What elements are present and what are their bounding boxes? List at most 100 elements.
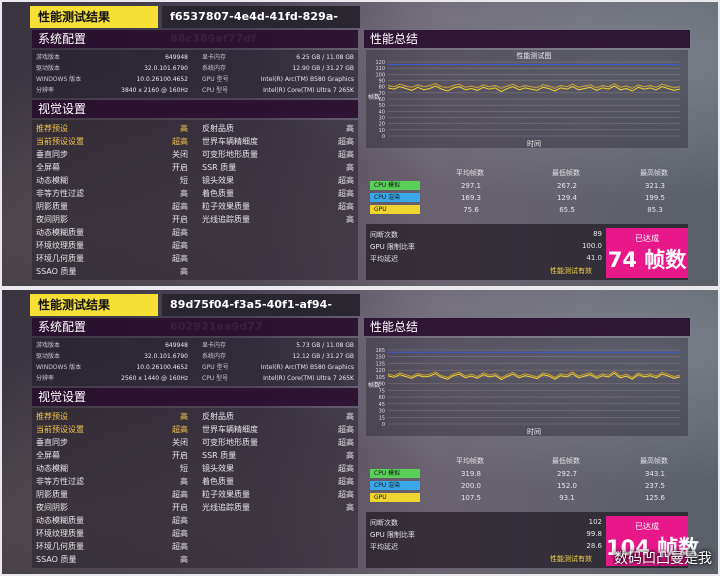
config-value: Intel(R) Core(TM) Ultra 7 265K: [263, 87, 354, 94]
setting-value: 超高: [172, 228, 188, 237]
config-label: 分辨率: [36, 375, 55, 382]
setting-value: 超高: [172, 241, 188, 250]
config-row: CPU 型号 Intel(R) Core(TM) Ultra 7 265K: [198, 373, 358, 384]
setting-label: 当前预设设置: [36, 425, 84, 434]
setting-value: 超高: [172, 490, 188, 499]
setting-label: 全屏幕: [36, 451, 60, 460]
y-tick-label: 30: [379, 409, 385, 415]
setting-row: 光线追踪质量 高: [198, 213, 358, 226]
setting-label: 推荐预设: [36, 124, 68, 133]
y-tick-label: 60: [379, 97, 385, 103]
y-tick-label: 20: [379, 122, 385, 128]
setting-value: 超高: [172, 137, 188, 146]
setting-value: 超高: [338, 189, 354, 198]
setting-row: 夜间阴影 开启: [32, 213, 192, 226]
config-label: WINDOWS 版本: [36, 76, 82, 83]
setting-label: 动态模糊: [36, 176, 68, 185]
setting-value: 高: [180, 477, 188, 486]
series-line: [387, 370, 681, 379]
config-value: 32.0.101.6790: [144, 65, 188, 72]
setting-label: 着色质量: [202, 189, 234, 198]
setting-value: 高: [346, 124, 354, 133]
y-tick-label: 30: [379, 116, 385, 122]
setting-value: 高: [180, 555, 188, 564]
setting-row: 全屏幕 开启: [32, 449, 192, 462]
stats-value: 129.4: [556, 194, 578, 202]
setting-label: 环境几何质量: [36, 542, 84, 551]
setting-row: 着色质量 超高: [198, 187, 358, 200]
setting-value: 关闭: [172, 150, 188, 159]
performance-chart: 120 110 100 90 80 70 60 50 40 30 20 10 0 性能测试图 时间 帧数: [366, 50, 688, 148]
stats-value: 199.5: [644, 194, 666, 202]
stats-value: 107.5: [460, 494, 482, 502]
fps-achieved-value: 74 帧数: [607, 248, 687, 272]
config-row: GPU 型号 Intel(R) Arc(TM) B580 Graphics: [198, 74, 358, 85]
fps-achieved-badge: 已达成 104 帧数: [606, 516, 699, 566]
setting-value: 短: [180, 176, 188, 185]
setting-row: 垂直同步 关闭: [32, 148, 192, 161]
setting-label: 夜间阴影: [36, 503, 68, 512]
chart-y-label: 帧数: [368, 93, 380, 101]
chart-y-label: 帧数: [368, 381, 380, 389]
series-line: [387, 85, 681, 93]
config-label: 系统内存: [202, 353, 227, 360]
setting-row: 粒子效果质量 超高: [198, 200, 358, 213]
setting-row: 动态模糊 短: [32, 462, 192, 475]
setting-value: 高: [346, 412, 354, 421]
config-value: 10.0.26100.4652: [136, 364, 188, 371]
setting-value: 超高: [338, 438, 354, 447]
setting-row: 当前预设设置 超高: [32, 135, 192, 148]
setting-label: 推荐预设: [36, 412, 68, 421]
stats-row: GPU 75.6 65.5 85.3: [366, 204, 688, 216]
chart-x-label: 时间: [527, 139, 541, 148]
y-tick-label: 110: [375, 66, 385, 72]
setting-value: 高: [346, 503, 354, 512]
summary-value: 102: [588, 518, 602, 526]
system-config-table: 游戏版本 649948 驱动版本 32.0.101.6790 WINDOWS 版本 10.…: [32, 50, 358, 98]
system-config-header: 系统配置: [32, 30, 358, 48]
benchmark-valid-text: 性能测试有效: [550, 267, 592, 275]
y-tick-label: 10: [379, 128, 385, 134]
y-tick-label: 105: [375, 375, 385, 381]
visual-settings-column: 反射品质高世界车辆精细度 超高 可变形地形质量 超高 SSR 质量高镜头效果 超高 着色质量…: [198, 410, 358, 514]
fps-stats-table: 平均帧数 最低帧数 最高帧数 CPU 模拟 319.8 292.7 343.1 CPU 渲染 2…: [366, 450, 688, 508]
performance-summary-header: 性能总结: [364, 318, 690, 336]
setting-value: 开启: [172, 215, 188, 224]
config-value: 10.0.26100.4652: [136, 76, 188, 83]
setting-row: SSR 质量 高: [198, 449, 358, 462]
visual-settings-header: 视觉设置: [32, 100, 358, 118]
stats-value: 200.0: [460, 482, 482, 490]
y-tick-label: 75: [379, 388, 385, 394]
config-label: 游戏版本: [36, 54, 61, 61]
y-tick-label: 50: [379, 103, 385, 109]
setting-row: 可变形地形质量 超高: [198, 436, 358, 449]
config-row: 游戏版本 649948: [32, 340, 192, 351]
setting-label: 夜间阴影: [36, 215, 68, 224]
stats-value: 93.1: [559, 494, 575, 502]
fps-stats-table: 平均帧数 最低帧数 最高帧数 CPU 模拟 297.1 267.2 321.3 CPU 渲染 1…: [366, 162, 688, 220]
config-label: 驱动版本: [36, 353, 61, 360]
setting-value: 短: [180, 464, 188, 473]
config-row: 分辨率 3840 x 2160 @ 160Hz: [32, 85, 192, 96]
setting-label: 可变形地形质量: [202, 150, 258, 159]
stats-row-label: GPU: [370, 205, 420, 214]
setting-value: 超高: [338, 202, 354, 211]
setting-row: 可变形地形质量 超高: [198, 148, 358, 161]
stats-row: CPU 渲染 200.0 152.0 237.5: [366, 480, 688, 492]
summary-label: 间断次数: [370, 231, 398, 239]
setting-row: 环境纹理质量 超高: [32, 527, 192, 540]
setting-row: SSAO 质量 高: [32, 553, 192, 566]
setting-label: 光线追踪质量: [202, 503, 250, 512]
stats-value: 343.1: [644, 470, 666, 478]
setting-row: 阴影质量 超高: [32, 200, 192, 213]
chart-x-label: 时间: [527, 427, 541, 436]
setting-row: SSR 质量 高: [198, 161, 358, 174]
config-row: 驱动版本 32.0.101.6790: [32, 63, 192, 74]
setting-label: 着色质量: [202, 477, 234, 486]
setting-row: SSAO 质量 高: [32, 265, 192, 278]
panel-title: 性能测试结果: [30, 294, 158, 316]
series-line: [387, 372, 681, 381]
setting-value: 开启: [172, 163, 188, 172]
